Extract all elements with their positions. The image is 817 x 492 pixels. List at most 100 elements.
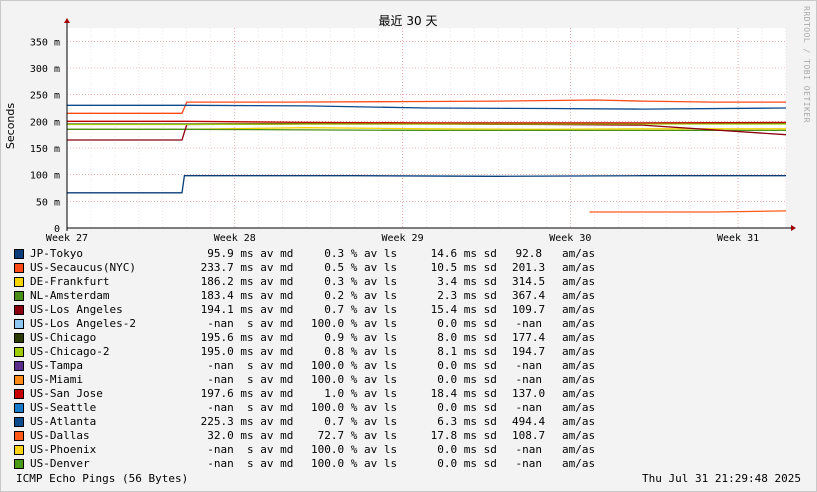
footer-probe-label: ICMP Echo Pings (56 Bytes) bbox=[16, 472, 189, 485]
y-tick-label: 50 m bbox=[36, 197, 60, 208]
legend-max: 108.7 bbox=[512, 429, 546, 442]
legend-name: US-San Jose bbox=[30, 387, 103, 400]
legend-name: US-Phoenix bbox=[30, 443, 97, 456]
legend-max: 109.7 bbox=[512, 303, 546, 316]
legend-name: US-Dallas bbox=[30, 429, 90, 442]
legend-max: 137.0 bbox=[512, 387, 546, 400]
legend-avg: -nan s av md bbox=[194, 317, 294, 330]
legend-loss: 0.3 % av ls bbox=[311, 275, 398, 288]
legend-sd: 3.4 ms sd bbox=[424, 275, 497, 288]
legend-avg: 95.9 ms av md bbox=[194, 247, 294, 260]
legend-unit: am/as bbox=[562, 401, 596, 414]
x-tick-label: Week 30 bbox=[549, 233, 591, 244]
legend-unit: am/as bbox=[562, 275, 596, 288]
series-line-jp-tokyo bbox=[67, 175, 786, 194]
legend-name: US-Miami bbox=[30, 373, 83, 386]
y-tick-label: 350 m bbox=[30, 37, 60, 48]
legend-name: US-Denver bbox=[30, 457, 90, 470]
legend-avg: -nan s av md bbox=[194, 359, 294, 372]
legend-max: 314.5 bbox=[512, 275, 546, 288]
x-axis-arrow bbox=[791, 225, 796, 231]
legend-name: US-Tampa bbox=[30, 359, 83, 372]
legend-swatch bbox=[14, 375, 24, 385]
y-axis-arrow bbox=[64, 18, 70, 23]
y-tick-label: 150 m bbox=[30, 144, 60, 155]
x-tick-label: Week 29 bbox=[381, 233, 423, 244]
legend-loss: 100.0 % av ls bbox=[311, 457, 398, 470]
y-tick-label: 100 m bbox=[30, 171, 60, 182]
legend-avg: 225.3 ms av md bbox=[194, 415, 294, 428]
legend-avg: 32.0 ms av md bbox=[194, 429, 294, 442]
legend-swatch bbox=[14, 389, 24, 399]
y-tick-label: 0 bbox=[54, 224, 60, 235]
rrdtool-watermark: RRDTOOL / TOBI OETIKER bbox=[802, 6, 811, 123]
legend-sd: 0.0 ms sd bbox=[424, 443, 497, 456]
legend-max: 367.4 bbox=[512, 289, 546, 302]
legend-name: JP-Tokyo bbox=[30, 247, 83, 260]
legend-unit: am/as bbox=[562, 429, 596, 442]
legend-sd: 18.4 ms sd bbox=[424, 387, 497, 400]
series-line-us-san-jose bbox=[67, 120, 787, 124]
legend-avg: 233.7 ms av md bbox=[194, 261, 294, 274]
series-line-us-chicago-2 bbox=[67, 123, 786, 126]
legend-swatch bbox=[14, 319, 24, 329]
axes: 0 50 m 100 m 150 m 200 m 250 m 300 m 350 m Week … bbox=[30, 18, 796, 244]
legend-name: US-Los Angeles-2 bbox=[30, 317, 136, 330]
legend-name: DE-Frankfurt bbox=[30, 275, 110, 288]
legend-loss: 0.3 % av ls bbox=[311, 247, 398, 260]
legend-loss: 0.7 % av ls bbox=[311, 415, 398, 428]
legend-loss: 0.8 % av ls bbox=[311, 345, 398, 358]
chart-title: 最近 30 天 bbox=[379, 14, 438, 28]
legend-swatch bbox=[14, 277, 24, 287]
legend-loss: 100.0 % av ls bbox=[311, 401, 398, 414]
legend-sd: 10.5 ms sd bbox=[424, 261, 497, 274]
legend-unit: am/as bbox=[562, 317, 596, 330]
legend-unit: am/as bbox=[562, 303, 596, 316]
legend-unit: am/as bbox=[562, 415, 596, 428]
legend-loss: 0.5 % av ls bbox=[311, 261, 398, 274]
y-tick-label: 250 m bbox=[30, 91, 60, 102]
legend-avg: 183.4 ms av md bbox=[194, 289, 294, 302]
legend-loss: 0.9 % av ls bbox=[311, 331, 398, 344]
legend-sd: 0.0 ms sd bbox=[424, 359, 497, 372]
legend-swatch bbox=[14, 403, 24, 413]
legend-sd: 8.0 ms sd bbox=[424, 331, 497, 344]
legend-max: -nan bbox=[515, 373, 543, 386]
legend-avg: 195.6 ms av md bbox=[194, 331, 294, 344]
legend-unit: am/as bbox=[562, 443, 596, 456]
legend-loss: 0.2 % av ls bbox=[311, 289, 398, 302]
legend-name: US-Los Angeles bbox=[30, 303, 123, 316]
series-line-us-secaucus-nyc- bbox=[67, 99, 786, 114]
legend-sd: 8.1 ms sd bbox=[424, 345, 497, 358]
legend-sd: 15.4 ms sd bbox=[424, 303, 497, 316]
series-lines bbox=[67, 99, 787, 213]
legend-unit: am/as bbox=[562, 359, 596, 372]
x-tick-label: Week 28 bbox=[214, 233, 256, 244]
legend-swatch bbox=[14, 305, 24, 315]
legend-max: 194.7 bbox=[512, 345, 546, 358]
legend-swatch bbox=[14, 361, 24, 371]
legend-avg: 186.2 ms av md bbox=[194, 275, 294, 288]
legend-unit: am/as bbox=[562, 457, 596, 470]
legend-name: US-Atlanta bbox=[30, 415, 97, 428]
legend-sd: 17.8 ms sd bbox=[424, 429, 497, 442]
legend-sd: 0.0 ms sd bbox=[424, 317, 497, 330]
legend-loss: 100.0 % av ls bbox=[311, 359, 398, 372]
legend-max: -nan bbox=[515, 443, 543, 456]
y-axis-label: Seconds bbox=[4, 103, 17, 149]
legend-swatch bbox=[14, 417, 24, 427]
legend-max: -nan bbox=[515, 317, 543, 330]
legend-avg: 194.1 ms av md bbox=[194, 303, 294, 316]
legend-loss: 100.0 % av ls bbox=[311, 373, 398, 386]
series-line-nl-amsterdam bbox=[67, 128, 786, 132]
legend-loss: 1.0 % av ls bbox=[311, 387, 398, 400]
x-tick-label: Week 27 bbox=[46, 233, 88, 244]
series-line-us-atlanta bbox=[67, 104, 787, 110]
legend-unit: am/as bbox=[562, 289, 596, 302]
legend-swatch bbox=[14, 333, 24, 343]
legend-max: -nan bbox=[515, 457, 543, 470]
legend-unit: am/as bbox=[562, 261, 596, 274]
y-tick-label: 300 m bbox=[30, 64, 60, 75]
legend-avg: 195.0 ms av md bbox=[194, 345, 294, 358]
